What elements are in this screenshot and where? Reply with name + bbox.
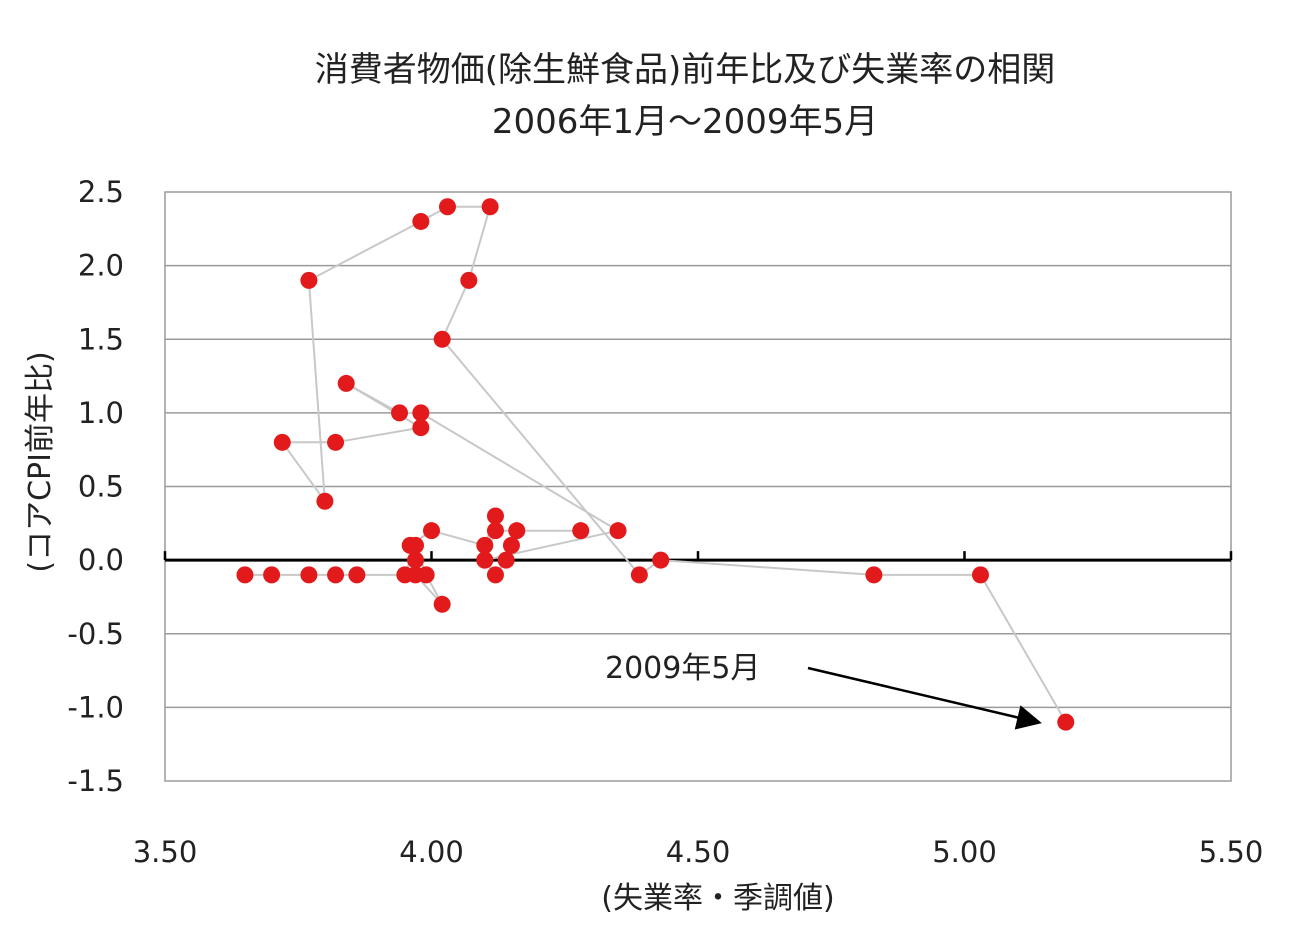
x-tick-label: 3.50 (133, 835, 198, 869)
data-point (630, 566, 648, 584)
data-point (423, 522, 440, 540)
data-point (1057, 713, 1075, 731)
data-point (486, 566, 504, 584)
data-point (391, 404, 409, 422)
y-tick-label: 0.5 (78, 470, 124, 504)
x-tick-label: 5.50 (1199, 835, 1264, 869)
y-tick-label: 0.0 (78, 543, 124, 577)
x-tick-labels: 3.50 4.00 4.50 5.00 5.50 (133, 835, 1264, 869)
data-point (327, 566, 345, 584)
x-axis-label: (失業率・季調値) (601, 881, 834, 916)
data-point (263, 566, 281, 584)
data-point (412, 419, 430, 437)
y-tick-label: 2.5 (78, 175, 124, 209)
data-point (327, 433, 345, 451)
data-point (486, 522, 504, 540)
data-point (401, 536, 419, 554)
y-tick-label: -1.5 (67, 764, 124, 798)
x-tick-label: 5.00 (932, 835, 997, 869)
data-point (433, 330, 451, 348)
data-point (476, 536, 494, 554)
data-point (502, 536, 520, 554)
data-point (300, 271, 318, 289)
y-tick-label: 1.5 (78, 322, 124, 356)
data-point (433, 595, 451, 613)
y-tick-label: -1.0 (67, 690, 124, 724)
data-point (486, 507, 504, 525)
y-tick-label: 2.0 (78, 249, 124, 283)
data-point (865, 566, 883, 584)
data-point (508, 522, 526, 540)
data-point (572, 522, 590, 540)
data-point (481, 198, 499, 216)
annotation: 2009年5月 (605, 651, 1042, 730)
x-tick-label: 4.00 (399, 835, 464, 869)
data-point (300, 566, 318, 584)
data-point (412, 212, 430, 230)
y-tick-label: -0.5 (67, 617, 124, 651)
data-series (236, 198, 1075, 731)
data-point (652, 551, 670, 569)
data-point (348, 566, 366, 584)
data-point (337, 374, 355, 392)
data-point (438, 198, 456, 216)
data-point (497, 551, 515, 569)
x-tick-label: 4.50 (666, 835, 731, 869)
data-point (609, 522, 627, 540)
y-tick-labels: 2.5 2.0 1.5 1.0 0.5 0.0 -0.5 -1.0 -1.5 (67, 175, 124, 798)
annotation-label: 2009年5月 (605, 651, 760, 686)
data-point (460, 271, 478, 289)
data-point (236, 566, 254, 584)
gridlines (163, 264, 1233, 709)
chart-subtitle: 2006年1月～2009年5月 (492, 102, 878, 142)
data-point (407, 566, 425, 584)
data-point (971, 566, 989, 584)
data-point (412, 404, 430, 422)
data-point (273, 433, 291, 451)
annotation-arrow (807, 666, 1042, 730)
chart-title: 消費者物価(除生鮮食品)前年比及び失業率の相関 (315, 50, 1056, 90)
data-point (476, 551, 494, 569)
data-point (407, 551, 425, 569)
y-tick-label: 1.0 (78, 396, 124, 430)
data-point (316, 492, 334, 510)
y-axis-label: (コアCPI前年比) (23, 351, 58, 572)
